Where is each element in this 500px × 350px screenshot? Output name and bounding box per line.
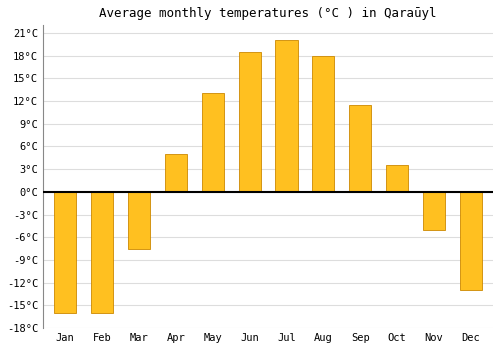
Title: Average monthly temperatures (°C ) in Qaraūyl: Average monthly temperatures (°C ) in Qa…: [100, 7, 437, 20]
Bar: [423, 192, 445, 230]
Bar: [91, 192, 113, 313]
Bar: [128, 192, 150, 249]
Bar: [238, 52, 260, 192]
Bar: [165, 154, 187, 192]
Bar: [276, 40, 297, 192]
Bar: [54, 192, 76, 313]
Bar: [349, 105, 372, 192]
Bar: [460, 192, 482, 290]
Bar: [202, 93, 224, 192]
Bar: [386, 166, 408, 192]
Bar: [312, 56, 334, 192]
